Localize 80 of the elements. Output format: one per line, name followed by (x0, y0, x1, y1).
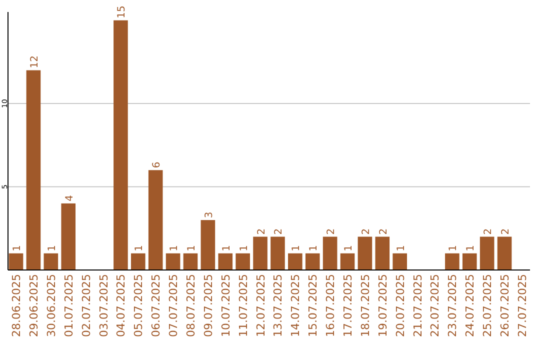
x-tick-label: 07.07.2025 (167, 274, 180, 337)
x-tick-label: 14.07.2025 (289, 274, 302, 337)
bar (462, 253, 477, 270)
data-label: 2 (378, 228, 390, 235)
bar (61, 203, 76, 270)
bar (497, 236, 512, 270)
bar (236, 253, 250, 270)
x-tick-label: 16.07.2025 (324, 274, 338, 337)
data-label: 1 (238, 244, 250, 252)
x-tick-label: 19.07.2025 (376, 274, 390, 337)
x-tick-label: 17.07.2025 (342, 274, 355, 337)
x-tick-label: 11.07.2025 (236, 274, 250, 337)
data-label: 3 (204, 212, 215, 218)
data-label: 1 (186, 244, 198, 252)
data-label: 1 (344, 244, 355, 252)
x-tick-label: 25.07.2025 (481, 274, 494, 337)
bar (200, 220, 216, 270)
data-label: 15 (116, 6, 128, 18)
data-label: 4 (64, 195, 76, 202)
bar (270, 236, 285, 270)
data-label: 1 (134, 244, 146, 252)
x-tick-label: 02.07.2025 (80, 274, 93, 337)
x-tick-label: 27.07.2025 (516, 274, 529, 337)
x-tick-label: 01.07.2025 (62, 274, 76, 337)
data-label: 12 (29, 56, 40, 68)
x-tick-label: 22.07.2025 (428, 274, 442, 337)
bar (44, 253, 58, 270)
data-label: 1 (448, 244, 460, 252)
data-label: 2 (360, 228, 372, 235)
x-tick-label: 10.07.2025 (219, 274, 232, 337)
bar (131, 253, 146, 270)
bar (218, 253, 233, 270)
bar (358, 236, 372, 270)
data-label: 1 (12, 244, 24, 252)
bar (340, 253, 355, 270)
bar (480, 236, 494, 270)
bar (253, 236, 268, 270)
data-label: 1 (466, 244, 477, 252)
data-label: 1 (308, 244, 320, 252)
x-tick-label: 04.07.2025 (114, 274, 128, 337)
x-tick-label: 28.06.2025 (10, 274, 24, 337)
data-label: 6 (152, 162, 163, 168)
data-label: 1 (46, 244, 58, 252)
data-label: 2 (483, 228, 494, 235)
x-tick-label: 08.07.2025 (184, 274, 198, 337)
x-tick-label: 21.07.2025 (411, 274, 424, 337)
data-label: 2 (326, 228, 338, 235)
x-tick-label: 30.06.2025 (44, 274, 58, 337)
x-tick-label: 24.07.2025 (464, 274, 477, 337)
data-label: 2 (274, 228, 285, 235)
data-label: 1 (291, 244, 302, 252)
bar (8, 253, 24, 270)
x-tick-label: 03.07.2025 (97, 274, 110, 337)
bar (288, 253, 302, 270)
bar (322, 236, 338, 270)
bar (183, 253, 198, 270)
data-label: 1 (221, 244, 232, 252)
bar (114, 20, 128, 270)
bar (305, 253, 320, 270)
data-label: 2 (500, 228, 512, 235)
bar (26, 70, 41, 270)
data-label: 1 (169, 244, 180, 252)
bar (166, 253, 180, 270)
x-tick-label: 26.07.2025 (498, 274, 512, 337)
x-tick-label: 20.07.2025 (394, 274, 407, 337)
x-tick-label: 12.07.2025 (254, 274, 268, 337)
x-tick-label: 06.07.2025 (150, 274, 163, 337)
x-tick-label: 23.07.2025 (446, 274, 460, 337)
bar (392, 253, 407, 270)
x-tick-label: 13.07.2025 (272, 274, 285, 337)
x-tick-label: 15.07.2025 (306, 274, 320, 337)
x-tick-label: 09.07.2025 (202, 274, 215, 337)
x-tick-label: 18.07.2025 (358, 274, 372, 337)
x-tick-label: 29.06.2025 (27, 274, 40, 337)
bar (445, 253, 460, 270)
data-label: 1 (396, 244, 407, 252)
bar (375, 236, 390, 270)
data-label: 2 (256, 228, 268, 235)
bar (148, 170, 163, 270)
x-tick-label: 05.07.2025 (132, 274, 146, 337)
